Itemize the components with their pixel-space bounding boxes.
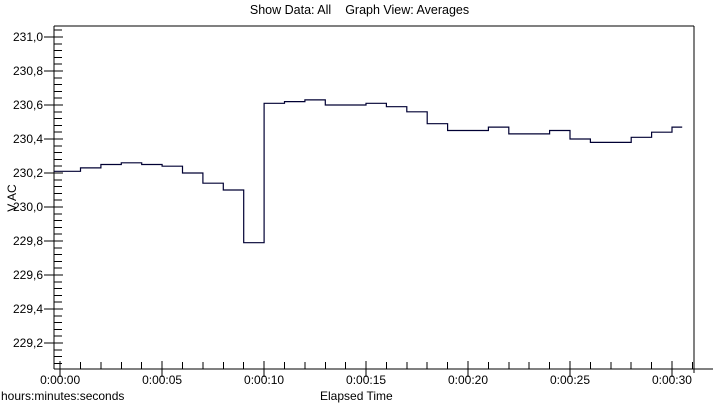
time-format-note: hours:minutes:seconds [1, 389, 125, 403]
svg-text:0:00:25: 0:00:25 [550, 373, 590, 387]
svg-text:230,8: 230,8 [13, 64, 43, 78]
svg-text:229,6: 229,6 [13, 268, 43, 282]
svg-text:0:00:30: 0:00:30 [652, 373, 692, 387]
data-series-line [54, 99, 683, 244]
svg-text:229,2: 229,2 [13, 336, 43, 350]
svg-text:0:00:20: 0:00:20 [448, 373, 488, 387]
y-axis-label: V AC [5, 184, 19, 212]
svg-text:230,6: 230,6 [13, 98, 43, 112]
show-data-status: Show Data: All [249, 3, 332, 17]
x-axis-label: Elapsed Time [320, 389, 393, 403]
graph-view-status: Graph View: Averages [345, 3, 470, 17]
svg-text:0:00:00: 0:00:00 [40, 373, 80, 387]
svg-text:230,2: 230,2 [13, 166, 43, 180]
svg-text:0:00:10: 0:00:10 [244, 373, 284, 387]
svg-text:230,4: 230,4 [13, 132, 43, 146]
svg-text:229,4: 229,4 [13, 302, 43, 316]
chart-header: Show Data: All Graph View: Averages [0, 3, 719, 17]
svg-text:0:00:05: 0:00:05 [142, 373, 182, 387]
svg-text:231,0: 231,0 [13, 30, 43, 44]
svg-text:229,8: 229,8 [13, 234, 43, 248]
svg-text:0:00:15: 0:00:15 [346, 373, 386, 387]
svg-text:230,0: 230,0 [13, 200, 43, 214]
